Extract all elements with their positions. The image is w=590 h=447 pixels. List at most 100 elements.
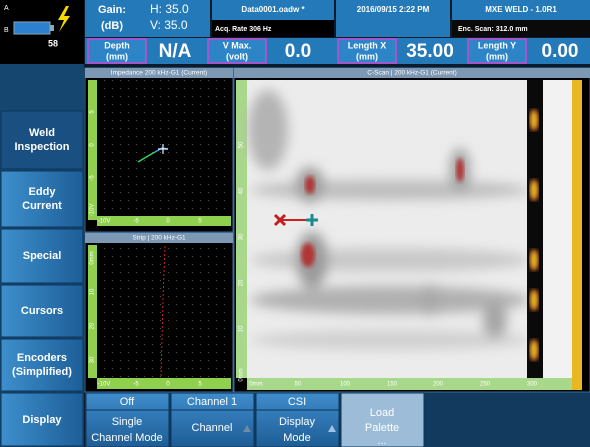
readout-label: Length X [348,40,387,50]
plot-grid [100,80,230,215]
menu-button[interactable] [0,110,84,170]
x-tick-label: 0 [166,219,170,225]
shading-blob [250,180,530,200]
menu-button[interactable] [0,228,84,284]
x-tick-label: -5 [133,382,139,388]
menu-label: Encoders [17,352,67,364]
y-tick-label: 20 [239,279,245,286]
panel-title: Strip | 200 kHz-G1 [132,235,186,242]
menu-button[interactable] [0,338,84,392]
x-tick-label: -10V [98,382,111,388]
menu-label: Special [23,250,62,262]
file-box [212,0,334,20]
x-tick-label: 0 [166,382,170,388]
signal-trace [137,151,156,163]
bottom-button[interactable] [255,392,340,447]
menu-label: Eddy [29,186,57,198]
x-ruler [97,216,231,226]
shading-blob [250,286,530,314]
bottom-button [170,392,255,447]
acq-box [212,20,334,37]
cscan-shading [248,90,530,350]
readout-value: 0.00 [542,41,579,62]
gain-box [85,0,210,37]
y-tick-label: 10 [90,288,96,295]
cscan-image [247,80,527,378]
shading-blob [250,248,530,272]
display-button[interactable] [0,392,84,447]
enc-box [452,20,590,37]
x-tick-label: 50 [295,382,302,388]
readout-label-box[interactable] [207,38,267,64]
bottom-button[interactable] [340,392,425,447]
menu-label: Cursors [21,305,63,317]
bottom-label: Off [120,396,135,408]
panel-title: Impedance 200 kHz-G1 (Current) [111,70,207,77]
y-ruler [88,80,97,220]
bottom-label: Display [279,416,316,428]
readout-unit: (mm) [106,51,128,61]
edge-indication [529,339,539,361]
x-tick-label: 5 [198,219,202,225]
bottom-label: ... [377,435,386,447]
x-tick-label: 250 [480,382,491,388]
status-a: A [4,5,9,12]
x-tick-label: 0mm [249,382,262,388]
menu-label: (Simplified) [12,366,72,378]
edge-band-right [543,80,572,378]
acq-rate: Acq. Rate 306 Hz [215,26,272,33]
y-tick-label: 40 [239,187,245,194]
app-title: MXE WELD - 1.0R1 [485,5,557,14]
panel-title: C-Scan | 200 kHz-G1 (Current) [367,70,456,77]
bottom-label: Mode [283,432,311,444]
bottom-label: Channel Mode [91,432,163,444]
bottom-label: Load [370,407,394,419]
impedance-cursor [158,144,168,154]
menu-label: Inspection [14,141,69,153]
menu-label: Current [22,200,62,212]
bottom-label: CSI [288,396,306,408]
readout-value: N/A [159,41,192,62]
panel-title-bar [85,68,233,78]
readout-label-box[interactable] [337,38,397,64]
x-tick-label: 200 [433,382,444,388]
x-ruler [97,378,231,389]
readout-label-box[interactable] [467,38,527,64]
cursor-start [273,213,287,227]
cscan-x-ruler [247,378,572,390]
readout-value: 35.00 [406,41,454,62]
shading-blob [248,90,288,170]
y-tick-label: 0mm [239,368,245,381]
readout-unit: (mm) [486,51,508,61]
cursor-end [306,214,318,226]
file-name: Data0001.oadw * [241,5,305,14]
h-gain: H: 35.0 [150,2,189,16]
x-tick-label: 100 [340,382,351,388]
menu-button[interactable] [0,284,84,338]
shading-blob [250,330,530,350]
gain-unit: (dB) [101,20,123,32]
y-tick-label: 30 [239,233,245,240]
y-tick-label: 0mm [90,251,96,264]
menu-button[interactable] [0,170,84,228]
x-tick-label: 150 [387,382,398,388]
gain-label: Gain: [98,4,126,16]
x-tick-label: -5 [133,219,139,225]
shading-blob [418,284,442,316]
bottom-label: Channel 1 [187,396,237,408]
bottom-label: Palette [365,422,399,434]
defect-indication [301,243,315,267]
defect-indication [305,176,315,194]
date-box [336,0,450,37]
status-level: 58 [48,38,58,48]
y-tick-label: 0 [90,143,96,147]
y-ruler [88,245,97,378]
arrow-icon [243,425,251,432]
bottom-button[interactable] [85,392,170,447]
readout-label-box[interactable] [87,38,147,64]
x-tick-label: 300 [527,382,538,388]
v-gain: V: 35.0 [150,18,188,32]
menu-label: Weld [29,127,55,139]
plot-grid [100,245,230,377]
edge-indication [529,289,539,311]
